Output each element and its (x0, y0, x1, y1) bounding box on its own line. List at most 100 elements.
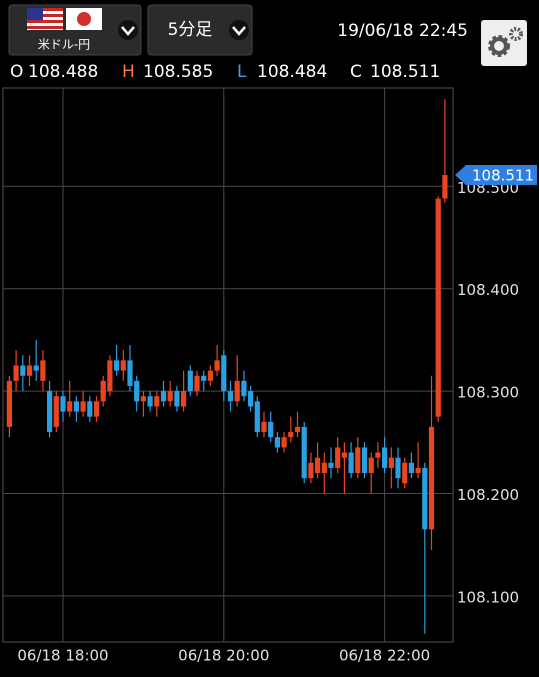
candle-body (355, 447, 361, 474)
candle-body (187, 370, 193, 392)
labels: 108.100108.200108.300108.400108.50006/18… (17, 165, 537, 665)
candle-body (281, 437, 287, 448)
candle-body (53, 396, 59, 427)
ohlc-key: L (237, 62, 247, 82)
candle-body (47, 391, 53, 433)
candle-body (261, 421, 267, 433)
candle-body (221, 355, 227, 392)
candle-body (134, 380, 140, 402)
candle-body (288, 432, 294, 438)
candle-body (114, 360, 120, 371)
ohlc-row: O 108.488 H 108.585 L 108.484 C 108.511 (10, 62, 440, 82)
price-badge (455, 165, 537, 186)
candle-body (341, 452, 347, 458)
candle-body (120, 360, 126, 371)
ohlc-key: C (350, 62, 362, 82)
candle-body (73, 401, 79, 412)
candle-body (194, 375, 200, 392)
candle-body (415, 467, 421, 474)
x-tick-label: 06/18 20:00 (178, 647, 269, 665)
candle-body (33, 365, 39, 371)
price-badge-label: 108.511 (472, 167, 534, 185)
x-tick-label: 06/18 22:00 (339, 647, 430, 665)
pair-label: 米ドル-円 (38, 38, 90, 52)
ohlc-value: 108.484 (257, 62, 327, 82)
candle-body (20, 365, 26, 376)
candle-body (87, 401, 93, 417)
candle-body (80, 401, 86, 412)
candle-body (361, 447, 368, 474)
jp-flag (66, 8, 102, 30)
candle-body (435, 198, 441, 417)
candle-body (402, 462, 408, 484)
candle-body (268, 421, 274, 438)
candle-body (315, 457, 321, 474)
dropdown-icon[interactable] (118, 20, 138, 40)
candle-body (248, 391, 254, 407)
candle-body (241, 380, 247, 397)
pair-selector[interactable]: 米ドル-円 (8, 4, 142, 56)
candle-body (154, 396, 160, 407)
candle-body (13, 365, 19, 381)
ohlc-value: 108.511 (370, 62, 440, 82)
timeframe-button[interactable] (147, 4, 253, 56)
ohlc-value: 108.488 (28, 62, 98, 82)
candle-body (274, 437, 280, 448)
candle-body (375, 452, 381, 458)
candle-body (442, 175, 448, 199)
candle-body (382, 447, 388, 468)
chevron (232, 26, 246, 36)
candle-body (254, 401, 260, 433)
candles (6, 99, 448, 634)
candle-body (308, 462, 314, 479)
candle-body (100, 380, 106, 402)
candle-body (160, 391, 167, 402)
candle-body (301, 426, 307, 479)
y-tick-label: 108.200 (457, 486, 519, 504)
candle-body (227, 391, 234, 402)
y-tick-label: 108.300 (457, 384, 519, 402)
x-tick-label: 06/18 18:00 (17, 647, 108, 665)
y-tick-label: 108.400 (457, 281, 519, 299)
candle-body (174, 391, 180, 407)
candle-body (147, 396, 153, 407)
candle-body (67, 401, 73, 412)
candle-body (167, 391, 173, 402)
candle-body (140, 396, 146, 402)
candle-body (40, 360, 46, 381)
candle-body (207, 370, 213, 381)
candle-body (368, 457, 374, 474)
dropdown-icon[interactable] (229, 20, 249, 40)
ohlc-key: O (10, 62, 23, 82)
plot-area (2, 87, 454, 643)
candle-body (428, 426, 435, 530)
candle-body (107, 360, 113, 392)
candle-body (234, 380, 240, 402)
datetime: 19/06/18 22:45 (337, 21, 468, 41)
candle-body (93, 401, 100, 417)
candle-body (60, 396, 66, 412)
candle-body (335, 447, 341, 468)
candle-body (395, 457, 401, 479)
candle-body (348, 452, 354, 474)
us-flag (27, 8, 63, 30)
chevron (121, 26, 135, 36)
candle-body (181, 391, 187, 407)
gear (490, 37, 508, 55)
timeframe-selector[interactable]: 5分足 (147, 4, 253, 56)
candle-body (201, 375, 207, 381)
y-tick-label: 108.100 (457, 588, 519, 606)
candle-body (127, 360, 133, 386)
candle-body (214, 360, 220, 371)
gear-small (509, 27, 523, 41)
candle-body (294, 426, 301, 433)
candle-body (388, 457, 394, 468)
candle-body (26, 365, 33, 376)
candle-body (422, 467, 428, 530)
candle-body (6, 380, 12, 427)
settings-button[interactable] (481, 20, 527, 66)
candle-body (408, 462, 414, 474)
candle-body (328, 462, 334, 468)
candle-body (321, 462, 327, 474)
